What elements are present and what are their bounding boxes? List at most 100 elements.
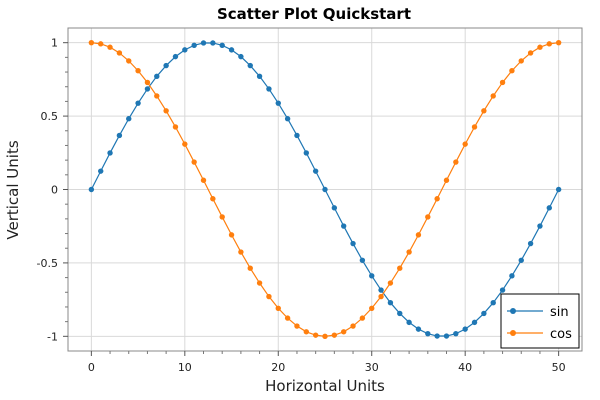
sin-data-point — [191, 42, 197, 49]
sin-data-point — [275, 100, 281, 106]
cos-data-point — [284, 315, 291, 321]
sin-data-point — [107, 150, 113, 156]
sin-data-point — [359, 257, 366, 263]
cos-data-point — [453, 159, 459, 165]
cos-data-point — [518, 58, 524, 64]
sin-data-point — [163, 62, 169, 69]
sin-data-point — [378, 287, 384, 293]
cos-data-point — [490, 93, 496, 99]
axis-ticks: 0 10 20 30 40 50 -1 -0.5 0 0.5 1 — [37, 37, 566, 374]
sin-data-point — [116, 132, 123, 139]
sin-data-point — [135, 100, 141, 106]
cos-data-point — [228, 232, 235, 238]
cos-data-point — [312, 332, 319, 338]
legend-sin-marker — [510, 308, 516, 314]
sin-data-point — [434, 333, 440, 339]
sin-data-point — [350, 240, 356, 247]
cos-data-point — [555, 39, 562, 46]
sin-data-point — [200, 40, 207, 46]
cos-data-point — [126, 58, 132, 64]
cos-data-point — [219, 214, 225, 220]
cos-data-point — [200, 177, 207, 183]
cos-data-point — [509, 68, 515, 74]
cos-data-point — [107, 44, 113, 50]
cos-data-point — [425, 214, 431, 220]
sin-data-point — [210, 40, 216, 46]
y-tick-label: -1 — [47, 330, 58, 343]
cos-data-point — [238, 249, 244, 255]
sin-data-point — [182, 47, 188, 53]
sin-data-point — [98, 168, 104, 174]
x-tick-label: 30 — [365, 361, 379, 374]
sin-data-point — [312, 168, 319, 174]
sin-data-point — [369, 273, 375, 279]
cos-data-point — [397, 265, 403, 271]
cos-data-point — [378, 293, 384, 300]
cos-data-point — [88, 39, 95, 46]
cos-data-point — [481, 108, 487, 114]
x-axis-label: Horizontal Units — [265, 377, 385, 395]
x-tick-label: 50 — [552, 361, 566, 374]
legend-cos-label: cos — [550, 327, 572, 342]
cos-data-point — [527, 50, 534, 56]
cos-data-point — [172, 124, 179, 130]
sin-data-point — [425, 330, 431, 337]
y-tick-label: 0.5 — [41, 110, 59, 123]
cos-data-point — [537, 44, 543, 50]
cos-data-point — [340, 329, 347, 335]
sin-data-point — [144, 86, 151, 92]
cos-data-point — [359, 315, 366, 321]
sin-data-point — [415, 326, 422, 332]
sin-data-point — [303, 150, 310, 156]
sin-data-point — [387, 300, 394, 306]
cos-data-point — [322, 333, 328, 340]
cos-data-point — [275, 305, 281, 311]
sin-data-point — [490, 300, 496, 306]
legend-box — [500, 293, 580, 349]
sin-data-point — [471, 319, 478, 326]
sin-data-point — [219, 42, 225, 49]
cos-data-point — [163, 108, 169, 114]
sin-data-point — [509, 273, 515, 279]
cos-data-point — [116, 50, 123, 56]
sin-data-point — [266, 86, 272, 92]
cos-data-point — [210, 196, 216, 202]
sin-data-point — [88, 186, 95, 193]
sin-data-point — [499, 287, 506, 293]
y-axis-label: Vertical Units — [4, 140, 22, 239]
cos-data-point — [98, 41, 104, 47]
y-tick-label: 1 — [51, 37, 58, 50]
cos-data-point — [434, 196, 440, 202]
series-layer — [88, 39, 562, 340]
sin-data-point — [443, 333, 450, 339]
sin-data-point — [256, 73, 263, 80]
cos-data-point — [182, 141, 188, 147]
legend-sin-label: sin — [550, 305, 569, 320]
cos-data-point — [415, 232, 422, 238]
cos-data-point — [247, 265, 253, 271]
sin-data-point — [527, 240, 534, 247]
cos-data-point — [256, 280, 263, 286]
cos-data-point — [191, 159, 197, 165]
sin-data-point — [126, 116, 132, 122]
cos-data-point — [294, 323, 300, 329]
sin-data-point — [154, 73, 160, 80]
sin-data-point — [172, 53, 179, 60]
cos-data-point — [406, 249, 412, 255]
legend: sin cos — [500, 293, 580, 349]
cos-data-point — [303, 329, 310, 335]
sin-data-point — [340, 223, 347, 229]
legend-cos-marker — [510, 330, 516, 336]
sin-data-point — [247, 62, 253, 69]
sin-data-point — [238, 53, 244, 60]
sin-data-point — [546, 205, 552, 211]
cos-data-point — [387, 280, 394, 286]
cos-data-point — [350, 323, 356, 329]
sin-data-point — [228, 47, 235, 53]
chart-title: Scatter Plot Quickstart — [217, 5, 411, 23]
cos-data-point — [443, 177, 450, 183]
y-tick-label: -0.5 — [37, 257, 58, 270]
grid — [68, 28, 582, 351]
